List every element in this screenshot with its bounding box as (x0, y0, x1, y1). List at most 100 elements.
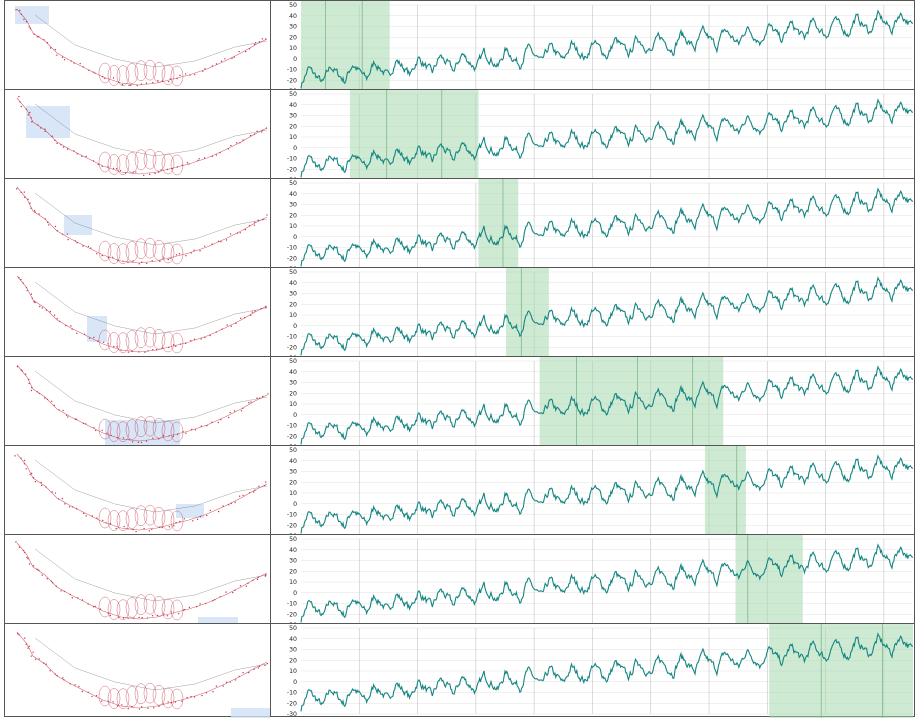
y-tick-label: -10 (287, 245, 297, 252)
trajectory-loop (152, 417, 166, 439)
trajectory-point (74, 240, 77, 242)
trajectory-point (67, 416, 69, 418)
trajectory-point (131, 441, 134, 443)
trajectory-loop (170, 243, 184, 265)
trajectory-line (34, 14, 268, 68)
trajectory-point (158, 705, 160, 707)
trajectory-point (138, 351, 140, 353)
trajectory-point (104, 77, 106, 80)
trajectory-point (264, 484, 266, 487)
trajectory-point (50, 580, 53, 583)
trajectory-point (24, 196, 26, 199)
trajectory-point (25, 21, 28, 23)
trajectory-point (31, 297, 34, 299)
trajectory-point (73, 150, 75, 152)
trajectory-point (217, 421, 220, 424)
y-tick-label: 0 (293, 323, 297, 330)
trajectory-point (266, 214, 268, 216)
trajectory-point (161, 526, 163, 529)
trajectory-point (254, 42, 257, 44)
trajectory-loop (143, 593, 157, 615)
trajectory-point (227, 148, 230, 150)
y-tick-label: 0 (293, 56, 297, 63)
trajectory-point (175, 345, 177, 347)
trajectory-point (177, 612, 180, 615)
trajectory-point (116, 437, 119, 439)
trajectory-loop (161, 420, 175, 442)
y-tick-label: 50 (289, 91, 297, 98)
trajectory-point (219, 596, 221, 598)
trajectory-point (229, 411, 231, 414)
y-tick-label: 0 (293, 679, 297, 686)
window-highlight (735, 535, 803, 629)
trajectory-line (34, 370, 268, 424)
trajectory-point (102, 341, 105, 344)
trajectory-svg (16, 631, 271, 718)
trajectory-point (253, 221, 256, 223)
series-line (300, 454, 913, 534)
trajectory-point (37, 124, 39, 126)
trajectory-point (55, 585, 57, 587)
trajectory-point (62, 146, 65, 148)
trajectory-point (148, 173, 151, 175)
trajectory-loop (116, 65, 130, 86)
trajectory-point (62, 677, 64, 679)
trajectory-point (40, 127, 42, 129)
trajectory-point (34, 658, 37, 661)
trajectory-point (50, 400, 53, 402)
trajectory-point (192, 520, 194, 522)
trajectory-point (156, 614, 159, 617)
trajectory-point (152, 437, 154, 439)
trajectory-point (17, 632, 19, 635)
trajectory-loop (152, 595, 166, 617)
trajectory-point (127, 617, 129, 619)
trajectory-point (115, 527, 117, 530)
trajectory-point (106, 432, 108, 434)
y-tick-label: -20 (287, 611, 297, 618)
trajectory-point (151, 260, 153, 262)
trajectory-point (82, 66, 84, 68)
trajectory-svg (15, 186, 268, 265)
trajectory-point (92, 606, 95, 608)
trajectory-point (71, 506, 74, 508)
trajectory-point (167, 258, 169, 261)
trajectory-point (53, 404, 55, 407)
trajectory-point (42, 662, 45, 664)
trajectory-point (20, 457, 22, 459)
y-tick-label: -10 (287, 690, 297, 697)
trajectory-line (16, 275, 268, 353)
trajectory-point (73, 62, 75, 64)
trajectory-point (82, 245, 84, 247)
trajectory-point (202, 70, 204, 72)
trajectory-point (140, 441, 143, 444)
trajectory-point (23, 459, 26, 462)
trajectory-loop (107, 243, 121, 264)
trajectory-point (146, 262, 148, 265)
trajectory-point (172, 435, 175, 438)
trajectory-point (22, 549, 25, 552)
trajectory-point (199, 250, 201, 252)
trajectory-point (15, 541, 17, 543)
y-tick-label: 0 (293, 234, 297, 241)
trajectory-point (21, 370, 24, 372)
trajectory-point (20, 278, 22, 281)
trajectory-point (147, 350, 149, 352)
trajectory-loop (161, 242, 175, 264)
trajectory-point (214, 599, 216, 601)
trajectory-point (248, 402, 250, 404)
trajectory-point (112, 77, 115, 79)
y-tick-label: 20 (289, 301, 297, 308)
trajectory-point (30, 472, 33, 474)
trajectory-point (87, 603, 89, 605)
trajectory-loop (98, 329, 112, 351)
y-tick-label: 30 (289, 202, 297, 209)
trajectory-point (38, 36, 40, 38)
trajectory-point (75, 418, 78, 421)
trajectory-point (83, 333, 86, 335)
